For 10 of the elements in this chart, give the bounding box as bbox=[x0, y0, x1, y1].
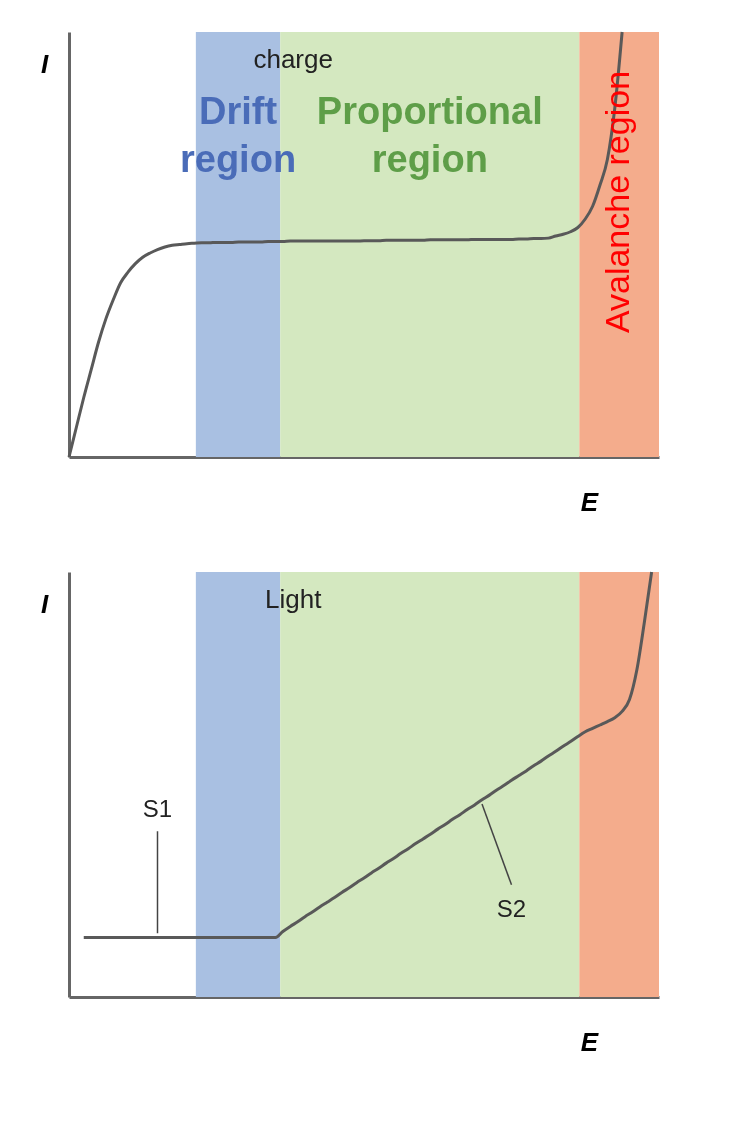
y-axis-title: I bbox=[40, 48, 49, 79]
annotation: Proportional region bbox=[316, 90, 543, 180]
annotation: S1 bbox=[142, 795, 173, 822]
x-axis-title: E bbox=[580, 1026, 599, 1057]
annotation: Avalanche region bbox=[598, 70, 637, 334]
text: charge bbox=[253, 44, 333, 74]
x-axis-title: E bbox=[580, 486, 599, 517]
text: Light bbox=[265, 584, 323, 614]
y-axis-title: I bbox=[40, 588, 49, 619]
annotation: S2 bbox=[496, 895, 527, 923]
